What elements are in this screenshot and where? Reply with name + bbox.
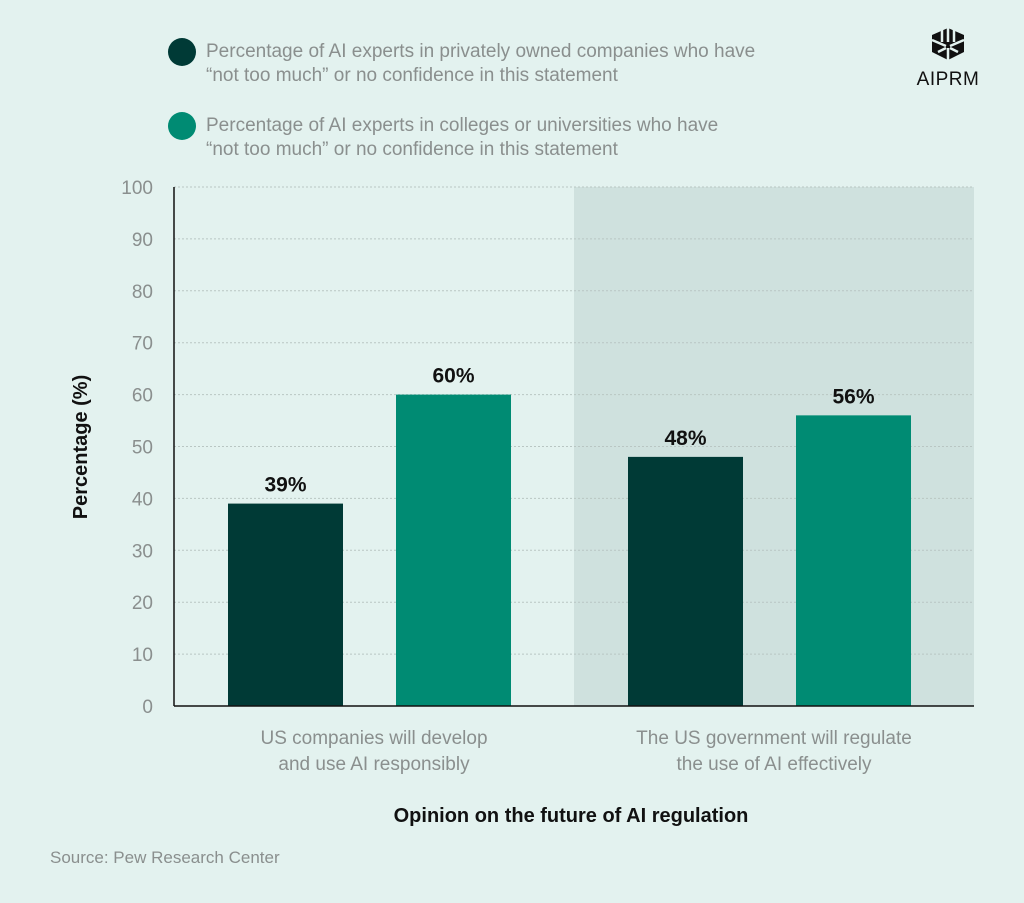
bar <box>796 415 911 706</box>
legend-swatch-university <box>168 112 196 140</box>
y-tick-label: 50 <box>132 438 153 459</box>
y-tick-label: 80 <box>132 282 153 303</box>
bar-chart: 0 10 20 30 40 50 60 70 80 90 100 39% 48% 60% 56% US com… <box>70 178 974 827</box>
legend-item-university: Percentage of AI experts in colleges or … <box>168 112 806 162</box>
bar <box>396 394 511 706</box>
data-label: 48% <box>664 427 706 450</box>
y-tick-label: 20 <box>132 593 153 614</box>
aiprm-logo-icon <box>931 28 965 60</box>
logo-text: AIPRM <box>916 69 980 90</box>
x-tick-label: and use AI responsibly <box>278 754 470 775</box>
y-tick-label: 10 <box>132 645 153 666</box>
legend-label-line: “not too much” or no confidence in this … <box>206 65 618 86</box>
legend-item-private: Percentage of AI experts in privately ow… <box>168 38 806 88</box>
bar <box>228 503 343 706</box>
x-axis-title: Opinion on the future of AI regulation <box>394 805 749 827</box>
y-tick-label: 70 <box>132 334 153 355</box>
bar <box>628 456 743 706</box>
x-tick-label: the use of AI effectively <box>676 754 872 775</box>
y-tick-label: 40 <box>132 489 153 510</box>
y-tick-label: 100 <box>121 178 153 199</box>
y-tick-label: 0 <box>142 697 153 718</box>
x-tick-label: The US government will regulate <box>636 728 912 749</box>
x-tick-label: US companies will develop <box>260 728 487 749</box>
y-tick-label: 60 <box>132 386 153 407</box>
y-tick-label: 90 <box>132 230 153 251</box>
data-label: 39% <box>264 474 306 497</box>
aiprm-logo: AIPRM <box>906 26 990 91</box>
legend-swatch-private <box>168 38 196 66</box>
legend-label-line: Percentage of AI experts in colleges or … <box>206 115 719 136</box>
y-axis-title: Percentage (%) <box>70 375 92 520</box>
data-label: 56% <box>832 385 874 408</box>
y-tick-label: 30 <box>132 541 153 562</box>
legend-label-line: Percentage of AI experts in privately ow… <box>206 41 756 62</box>
data-label: 60% <box>432 365 474 388</box>
source-note: Source: Pew Research Center <box>50 848 280 867</box>
legend-label-line: “not too much” or no confidence in this … <box>206 139 618 160</box>
